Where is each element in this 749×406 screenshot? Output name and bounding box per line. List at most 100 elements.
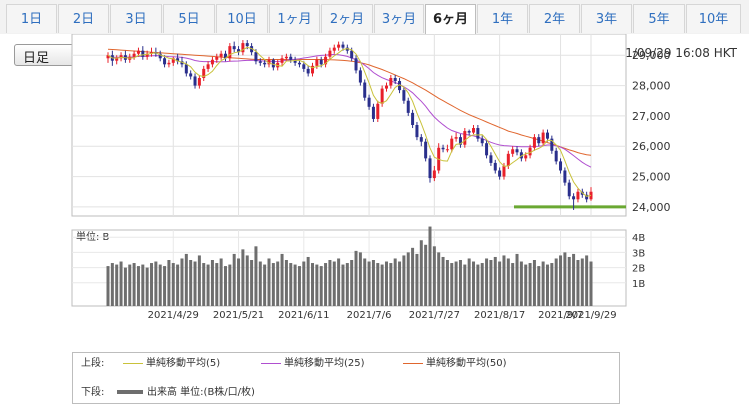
volume-bar xyxy=(210,260,214,306)
candle-body xyxy=(424,141,428,159)
price-tick-label: 25,000 xyxy=(632,171,671,184)
volume-bar xyxy=(232,253,236,306)
volume-bar xyxy=(293,264,297,306)
volume-bar xyxy=(311,263,315,306)
legend-upper-label: 上段: xyxy=(81,358,105,369)
volume-bar xyxy=(297,266,301,306)
candle-body xyxy=(341,44,345,48)
candle-body xyxy=(197,77,201,86)
candle-body xyxy=(489,155,493,163)
volume-bar xyxy=(515,253,519,306)
x-tick-label: 2021/5/21 xyxy=(213,310,264,321)
volume-tick-label: 1B xyxy=(632,279,645,290)
volume-bar xyxy=(524,264,528,306)
volume-bar xyxy=(223,266,227,306)
candle-body xyxy=(472,128,476,133)
legend-sma25: 単純移動平均(25) xyxy=(261,357,365,371)
candle-body xyxy=(306,68,310,74)
volume-bar xyxy=(458,260,462,306)
volume-bar xyxy=(363,258,367,306)
period-tabs: 1日 2日 3日 5日 10日 1ヶ月 2ヶ月 3ヶ月 6ヶ月 1年 2年 3年 5年 10年 xyxy=(0,0,749,35)
volume-bar xyxy=(176,264,180,306)
legend-sma50-label: 単純移動平均(50) xyxy=(426,358,507,369)
volume-bar xyxy=(332,261,336,306)
candle-body xyxy=(258,61,262,63)
candle-body xyxy=(271,59,275,68)
volume-bar xyxy=(219,258,223,306)
tab-10[interactable]: 2年 xyxy=(529,4,580,33)
volume-bar xyxy=(110,263,114,306)
x-tick-label: 2021/7/6 xyxy=(347,310,392,321)
candle-body xyxy=(467,131,471,133)
volume-bar xyxy=(319,266,323,306)
candle-body xyxy=(493,162,497,171)
volume-bar xyxy=(428,226,432,306)
volume-bar xyxy=(502,255,506,306)
candle-body xyxy=(241,43,245,53)
tab-12[interactable]: 5年 xyxy=(633,4,685,33)
candle-body xyxy=(280,58,284,63)
candle-body xyxy=(132,53,136,57)
volume-bar xyxy=(545,264,549,306)
candle-body xyxy=(354,58,358,71)
tab-0[interactable]: 1日 xyxy=(6,4,57,33)
candle-body xyxy=(136,50,140,54)
volume-bar xyxy=(245,255,249,306)
volume-bar xyxy=(419,240,423,306)
volume-bar xyxy=(493,256,497,306)
volume-bar xyxy=(254,246,258,306)
volume-bar xyxy=(393,258,397,306)
candle-body xyxy=(572,196,576,200)
candle-body xyxy=(141,50,145,57)
volume-bar xyxy=(324,263,328,306)
candle-body xyxy=(550,138,554,151)
candle-body xyxy=(115,58,119,61)
legend-sma50: 単純移動平均(50) xyxy=(403,357,507,371)
volume-bar xyxy=(119,261,123,306)
volume-bar xyxy=(328,260,332,306)
tab-5[interactable]: 1ヶ月 xyxy=(269,4,320,33)
tab-3[interactable]: 5日 xyxy=(163,4,215,33)
volume-bar xyxy=(228,264,232,306)
volume-bar xyxy=(485,258,489,306)
candle-body xyxy=(585,194,589,200)
volume-bar xyxy=(271,263,275,306)
tab-8[interactable]: 6ヶ月 xyxy=(425,4,476,35)
tab-11[interactable]: 3年 xyxy=(581,4,632,33)
candle-body xyxy=(297,62,301,65)
tab-4[interactable]: 10日 xyxy=(216,4,268,33)
candle-body xyxy=(528,147,532,156)
volume-bar xyxy=(302,261,306,306)
tab-2[interactable]: 3日 xyxy=(110,4,162,33)
candle-body xyxy=(463,131,467,145)
candle-body xyxy=(389,77,393,86)
candle-body xyxy=(476,128,480,139)
candle-body xyxy=(293,59,297,63)
legend-sma5: 単純移動平均(5) xyxy=(123,357,220,371)
volume-bar xyxy=(263,264,267,306)
candle-body xyxy=(384,85,388,89)
tab-13[interactable]: 10年 xyxy=(686,4,741,33)
candle-body xyxy=(328,50,332,57)
tab-9[interactable]: 1年 xyxy=(477,4,528,33)
legend-sma5-swatch xyxy=(123,362,143,364)
volume-bar xyxy=(380,264,384,306)
tab-1[interactable]: 2日 xyxy=(58,4,109,33)
volume-bar xyxy=(472,261,476,306)
candle-body xyxy=(502,165,506,177)
volume-unit-label: 単位: B xyxy=(76,230,110,243)
candle-body xyxy=(480,138,484,144)
candle-body xyxy=(184,64,188,74)
candle-body xyxy=(171,58,175,63)
candle-period-value: 日足 xyxy=(23,51,50,66)
volume-bar xyxy=(306,256,310,306)
volume-bar xyxy=(511,263,515,306)
tab-7[interactable]: 3ヶ月 xyxy=(374,4,424,33)
candle-body xyxy=(337,44,341,48)
candle-body xyxy=(524,155,528,159)
tab-6[interactable]: 2ヶ月 xyxy=(321,4,373,33)
candle-body xyxy=(189,73,193,77)
volume-bar xyxy=(415,253,419,306)
volume-bar xyxy=(180,258,184,306)
volume-bar xyxy=(128,264,132,306)
